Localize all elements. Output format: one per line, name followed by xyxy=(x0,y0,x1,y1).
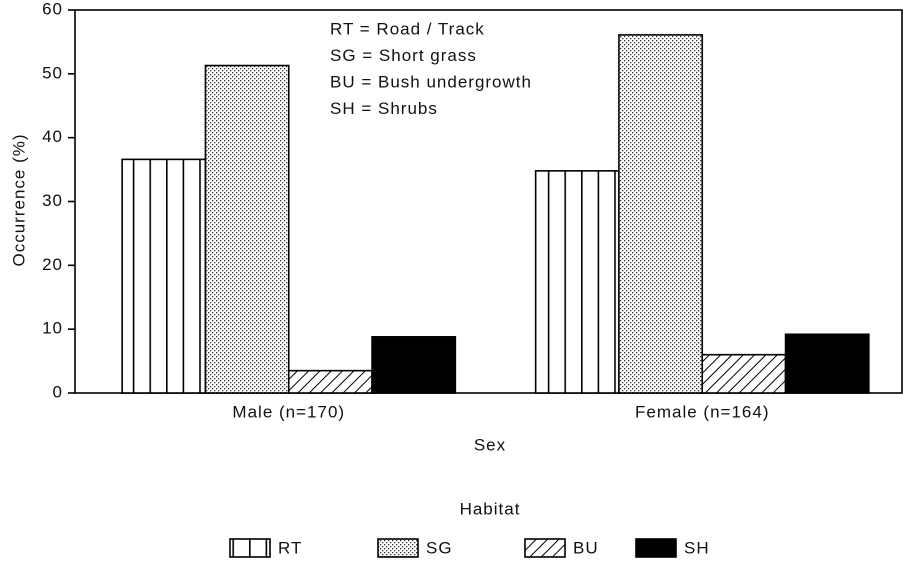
bar xyxy=(784,333,870,394)
legend-swatch xyxy=(377,538,419,558)
y-tick-label: 60 xyxy=(42,0,63,18)
annotation: BU = Bush undergrowth xyxy=(330,72,532,91)
legend-label: SG xyxy=(426,538,453,557)
y-tick-label: 50 xyxy=(42,63,63,82)
bar xyxy=(121,158,207,394)
bar xyxy=(534,170,620,394)
y-tick-label: 30 xyxy=(42,191,63,210)
legend-swatch xyxy=(635,538,677,558)
y-tick-label: 0 xyxy=(53,382,63,401)
y-tick-label: 20 xyxy=(42,255,63,274)
bar xyxy=(371,336,457,394)
legend-swatch xyxy=(229,538,271,558)
y-tick-label: 10 xyxy=(42,319,63,338)
annotation: SH = Shrubs xyxy=(330,99,438,118)
y-axis-label: Occurrence (%) xyxy=(9,133,28,266)
x-tick-label: Male (n=170) xyxy=(232,402,345,421)
legend-title: Habitat xyxy=(460,499,521,518)
legend-label: BU xyxy=(573,538,599,557)
legend-swatch xyxy=(524,538,566,558)
y-tick-label: 40 xyxy=(42,127,63,146)
bar xyxy=(618,34,704,394)
bar xyxy=(701,353,787,394)
x-tick-label: Female (n=164) xyxy=(635,402,769,421)
x-axis-label: Sex xyxy=(474,435,506,454)
annotation: SG = Short grass xyxy=(330,46,477,65)
bar xyxy=(204,64,290,394)
bar xyxy=(287,369,373,394)
legend-label: SH xyxy=(684,538,710,557)
annotation: RT = Road / Track xyxy=(330,19,485,38)
legend-label: RT xyxy=(278,538,302,557)
